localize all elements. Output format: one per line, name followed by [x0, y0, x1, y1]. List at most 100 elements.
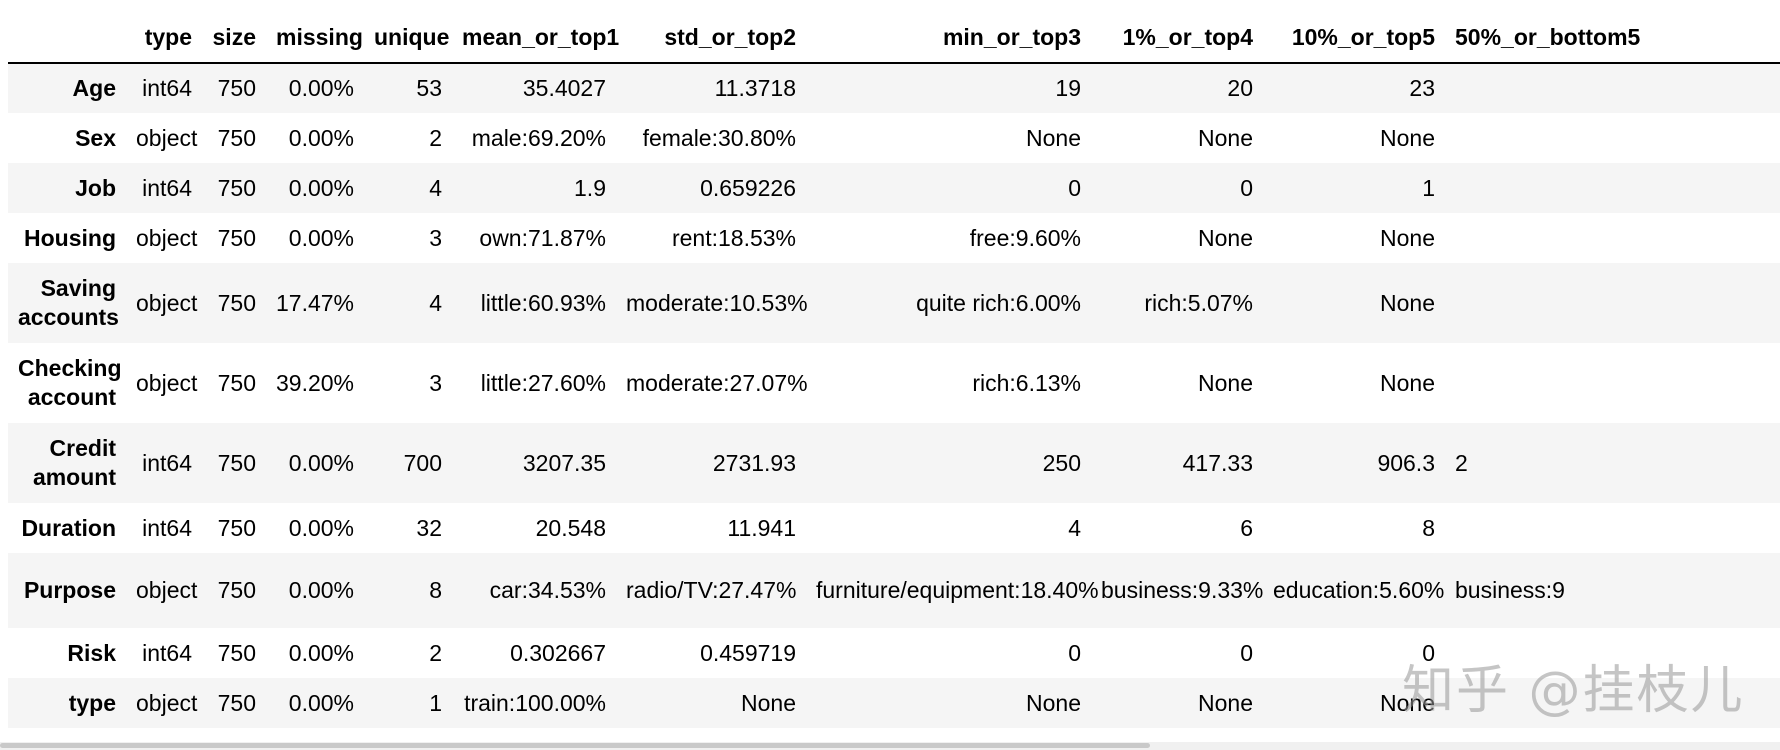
table-cell: 0.00%	[288, 639, 354, 666]
table-row: Sex object 750 0.00% 2 male:69.20% femal…	[8, 113, 1780, 163]
table-cell	[1445, 63, 1780, 113]
column-header: type	[126, 12, 202, 64]
table-cell	[1445, 678, 1780, 728]
table-cell: 4	[429, 289, 442, 316]
table-cell: car:34.53%	[489, 577, 606, 603]
table-cell: None	[1380, 224, 1435, 251]
table-cell: 32	[416, 514, 442, 541]
table-row: Housing object 750 0.00% 3 own:71.87% re…	[8, 213, 1780, 263]
table-cell: 250	[1042, 449, 1081, 476]
table-cell: 2	[429, 639, 442, 666]
horizontal-scrollbar[interactable]	[0, 742, 1780, 750]
header-row: type size missing unique mean_or_top1 st…	[8, 12, 1780, 64]
row-label: Checking account	[18, 355, 122, 410]
table-cell: 1	[429, 689, 442, 716]
table-cell: 3207.35	[522, 449, 606, 476]
table-cell: 0	[1068, 174, 1081, 201]
table-cell: 0.00%	[288, 577, 354, 603]
column-header: unique	[364, 12, 452, 64]
table-cell: 23	[1409, 75, 1435, 101]
table-cell: object	[136, 689, 198, 716]
table-cell: 2	[429, 124, 442, 151]
table-cell: None	[1198, 689, 1253, 716]
table-cell: int64	[142, 75, 192, 101]
table-cell	[1445, 113, 1780, 163]
row-label: type	[68, 689, 116, 716]
column-header: size	[202, 12, 266, 64]
table-cell	[1445, 163, 1780, 213]
table-cell: object	[136, 224, 198, 251]
table-cell: 0.659226	[700, 174, 796, 201]
table-cell: education:5.60%	[1273, 577, 1445, 603]
table-cell: object	[136, 369, 198, 396]
table-cell: moderate:27.07%	[626, 369, 808, 396]
table-cell: 0	[1422, 639, 1435, 666]
table-cell: None	[1198, 124, 1253, 151]
table-row: Checking account object 750 39.20% 3 lit…	[8, 343, 1780, 423]
table-row: Saving accounts object 750 17.47% 4 litt…	[8, 263, 1780, 343]
table-cell: 2	[1455, 449, 1468, 476]
table-cell: 750	[217, 124, 256, 151]
table-cell: train:100.00%	[464, 689, 606, 716]
table-row: Age int64 750 0.00% 53 35.4027 11.3718 1…	[8, 63, 1780, 113]
table-cell: 750	[217, 174, 256, 201]
table-cell: little:60.93%	[480, 289, 606, 316]
table-cell	[1445, 503, 1780, 553]
table-cell: rich:5.07%	[1144, 289, 1253, 316]
table-cell: 11.3718	[714, 75, 796, 101]
table-row: Risk int64 750 0.00% 2 0.302667 0.459719…	[8, 628, 1780, 678]
index-header	[8, 12, 126, 64]
table-cell: 0	[1068, 639, 1081, 666]
table-row: Credit amount int64 750 0.00% 700 3207.3…	[8, 423, 1780, 503]
table-row: Job int64 750 0.00% 4 1.9 0.659226 0 0 1	[8, 163, 1780, 213]
table-cell: 20.548	[535, 514, 606, 541]
row-label: Credit amount	[32, 435, 116, 490]
table-cell: object	[136, 124, 198, 151]
table-cell: object	[136, 289, 198, 316]
table-cell: int64	[142, 514, 192, 541]
table-cell: furniture/equipment:18.40%	[816, 577, 1099, 603]
table-cell: 750	[217, 577, 256, 603]
table-cell: radio/TV:27.47%	[626, 577, 797, 603]
table-cell: 0	[1240, 174, 1253, 201]
table-cell: 2731.93	[712, 449, 796, 476]
scrollbar-thumb[interactable]	[0, 743, 1150, 748]
table-row: type object 750 0.00% 1 train:100.00% No…	[8, 678, 1780, 728]
table-cell: rich:6.13%	[972, 369, 1081, 396]
table-cell: 750	[217, 514, 256, 541]
table-cell: 1	[1422, 174, 1435, 201]
table-cell: 53	[416, 75, 442, 101]
row-label: Risk	[67, 639, 116, 666]
table-cell	[1445, 343, 1780, 423]
table-cell: 4	[429, 174, 442, 201]
table-cell: None	[741, 689, 796, 716]
table-cell: free:9.60%	[969, 224, 1081, 251]
table-cell: int64	[142, 174, 192, 201]
table-cell: 0.00%	[288, 224, 354, 251]
table-cell: None	[1380, 124, 1435, 151]
table-cell: 0.00%	[288, 514, 354, 541]
table-cell: 6	[1240, 514, 1253, 541]
table-cell: moderate:10.53%	[626, 289, 808, 316]
dataframe-output: type size missing unique mean_or_top1 st…	[8, 12, 1780, 732]
row-label: Housing	[24, 224, 116, 251]
table-cell: 750	[217, 689, 256, 716]
table-row: Duration int64 750 0.00% 32 20.548 11.94…	[8, 503, 1780, 553]
table-cell: 11.941	[727, 514, 796, 541]
table-cell: quite rich:6.00%	[916, 289, 1081, 316]
table-cell: 1.9	[574, 174, 606, 201]
row-label: Duration	[21, 514, 116, 541]
row-label: Purpose	[23, 577, 116, 603]
table-cell: None	[1380, 369, 1435, 396]
column-header: mean_or_top1	[452, 12, 619, 64]
table-cell: 0.00%	[288, 75, 354, 101]
table-cell: business:9	[1455, 577, 1565, 603]
table-cell: rent:18.53%	[671, 224, 796, 251]
column-header: missing	[266, 12, 364, 64]
table-cell: 750	[217, 449, 256, 476]
table-cell: 0	[1240, 639, 1253, 666]
table-cell: 750	[217, 224, 256, 251]
table-cell: 0.302667	[510, 639, 606, 666]
row-label: Saving accounts	[18, 275, 119, 330]
table-cell: int64	[142, 639, 192, 666]
